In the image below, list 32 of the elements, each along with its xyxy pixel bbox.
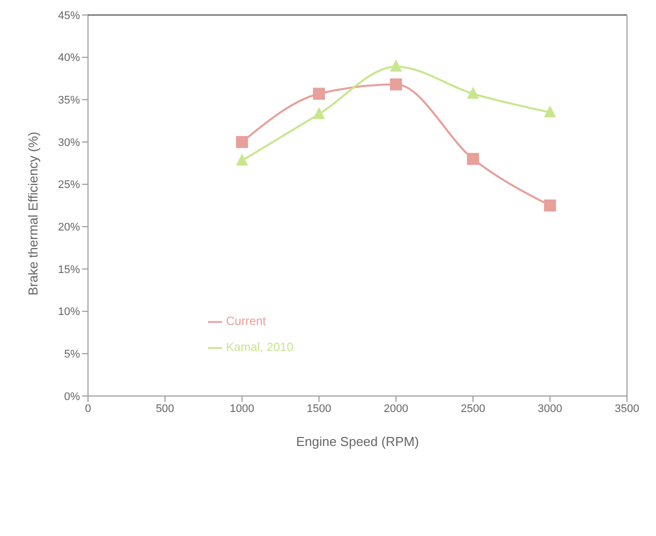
- point: [313, 88, 325, 100]
- y-tick-label: 40%: [58, 52, 80, 64]
- point: [236, 154, 248, 166]
- legend-label: Current: [226, 314, 266, 328]
- x-tick-label: 2500: [460, 402, 486, 415]
- point: [544, 105, 556, 118]
- point: [236, 136, 248, 148]
- y-axis-title: Brake thermal Efficiency (%): [26, 132, 41, 296]
- point: [544, 200, 556, 212]
- x-axis-title: Engine Speed (RPM): [296, 434, 419, 449]
- x-tick-label: 1500: [306, 402, 332, 415]
- y-tick-label: 15%: [58, 264, 80, 276]
- point: [467, 86, 479, 99]
- x-tick-label: 0: [84, 402, 92, 415]
- point: [313, 107, 325, 120]
- y-tick-label: 30%: [58, 136, 80, 149]
- y-tick-label: 5%: [64, 348, 80, 361]
- x-tick-label: 1000: [230, 402, 254, 415]
- legend-label: Kamal, 2010: [226, 340, 294, 354]
- point: [467, 152, 479, 165]
- y-tick-label: 45%: [58, 10, 80, 22]
- y-tick-label: 35%: [58, 94, 80, 107]
- y-tick-label: 20%: [58, 222, 80, 234]
- y-tick-label: 25%: [58, 179, 80, 192]
- x-tick-label: 500: [156, 402, 174, 415]
- y-tick-label: 0%: [64, 390, 80, 403]
- y-tick-label: 10%: [58, 306, 80, 318]
- point: [390, 60, 402, 72]
- point: [390, 78, 402, 90]
- x-tick-label: 3000: [538, 402, 562, 415]
- x-tick-label: 2000: [384, 402, 408, 415]
- x-tick-label: 3500: [614, 402, 640, 415]
